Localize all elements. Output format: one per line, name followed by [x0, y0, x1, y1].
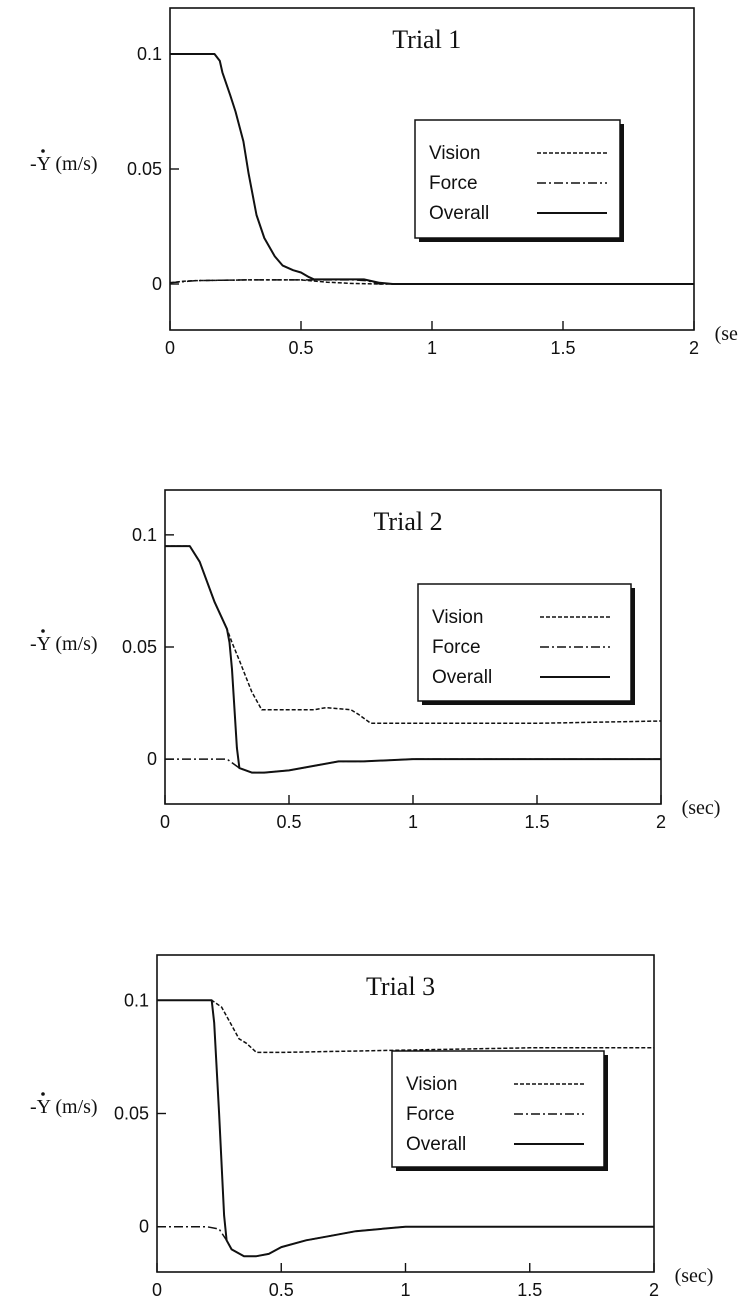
x-tick-label: 1: [400, 1280, 410, 1299]
y-tick-label: 0: [139, 1217, 149, 1237]
legend-label-vision: Vision: [432, 607, 483, 628]
x-tick-label: 2: [689, 338, 699, 358]
y-tick-label: 0: [147, 749, 157, 769]
legend-label-vision: Vision: [429, 143, 480, 164]
legend-label-overall: Overall: [429, 203, 489, 224]
y-tick-label: 0.05: [127, 159, 162, 179]
x-unit-label: (sec): [682, 797, 721, 819]
x-tick-label: 1.5: [524, 812, 549, 832]
series-line-force: [157, 1225, 654, 1257]
x-tick-label: 0: [160, 812, 170, 832]
chart-panel-1: 0 0.5 1 1.5 2 0 0.05 0.1 (sec) -Y (m/s) Trial 1 Vis…: [30, 7, 738, 358]
x-unit-label: (sec): [715, 323, 738, 345]
legend-box: [417, 583, 632, 702]
x-tick-label: 1.5: [517, 1280, 542, 1299]
chart-panel-3: 0 0.5 1 1.5 2 0 0.05 0.1 (sec) -Y (m/s) Trial 3 Vis…: [30, 954, 714, 1299]
x-tick-label: 0: [165, 338, 175, 358]
legend: Vision Force Overall: [417, 583, 635, 705]
x-tick-label: 0.5: [276, 812, 301, 832]
legend-label-overall: Overall: [432, 667, 492, 688]
y-axis-label: -Y (m/s): [30, 1096, 98, 1118]
legend-label-vision: Vision: [406, 1074, 457, 1095]
x-tick-label: 0.5: [288, 338, 313, 358]
y-tick-label: 0: [152, 274, 162, 294]
chart-title: Trial 2: [373, 507, 442, 536]
x-tick-label: 0.5: [269, 1280, 294, 1299]
legend-label-overall: Overall: [406, 1134, 466, 1155]
y-axis-label: -Y (m/s): [30, 633, 98, 655]
y-tick-label: 0.05: [122, 637, 157, 657]
x-tick-label: 1: [427, 338, 437, 358]
y-tick-label: 0.1: [132, 525, 157, 545]
legend-label-force: Force: [406, 1104, 455, 1125]
y-tick-label: 0.1: [124, 990, 149, 1010]
y-derivative-dot: [41, 629, 45, 633]
legend-label-force: Force: [429, 173, 478, 194]
y-derivative-dot: [41, 1092, 45, 1096]
y-axis-label: -Y (m/s): [30, 153, 98, 175]
series-line-vision: [157, 999, 654, 1054]
chart-title: Trial 1: [392, 25, 461, 54]
x-tick-label: 2: [649, 1280, 659, 1299]
legend-box: [414, 119, 621, 239]
series-line-overall: [165, 545, 661, 774]
y-derivative-dot: [41, 149, 45, 153]
legend: Vision Force Overall: [391, 1050, 608, 1171]
chart-title: Trial 3: [366, 972, 435, 1001]
series-line-overall: [157, 999, 654, 1258]
chart-panel-2: 0 0.5 1 1.5 2 0 0.05 0.1 (sec) -Y (m/s) Trial 2 Vis…: [30, 489, 721, 832]
legend-label-force: Force: [432, 637, 481, 658]
y-tick-label: 0.05: [114, 1104, 149, 1124]
legend: Vision Force Overall: [414, 119, 624, 242]
y-tick-label: 0.1: [137, 44, 162, 64]
x-tick-label: 1.5: [550, 338, 575, 358]
legend-box: [391, 1050, 605, 1168]
x-tick-label: 0: [152, 1280, 162, 1299]
series-line-overall: [170, 53, 694, 285]
x-unit-label: (sec): [675, 1265, 714, 1287]
x-tick-label: 2: [656, 812, 666, 832]
x-tick-label: 1: [408, 812, 418, 832]
